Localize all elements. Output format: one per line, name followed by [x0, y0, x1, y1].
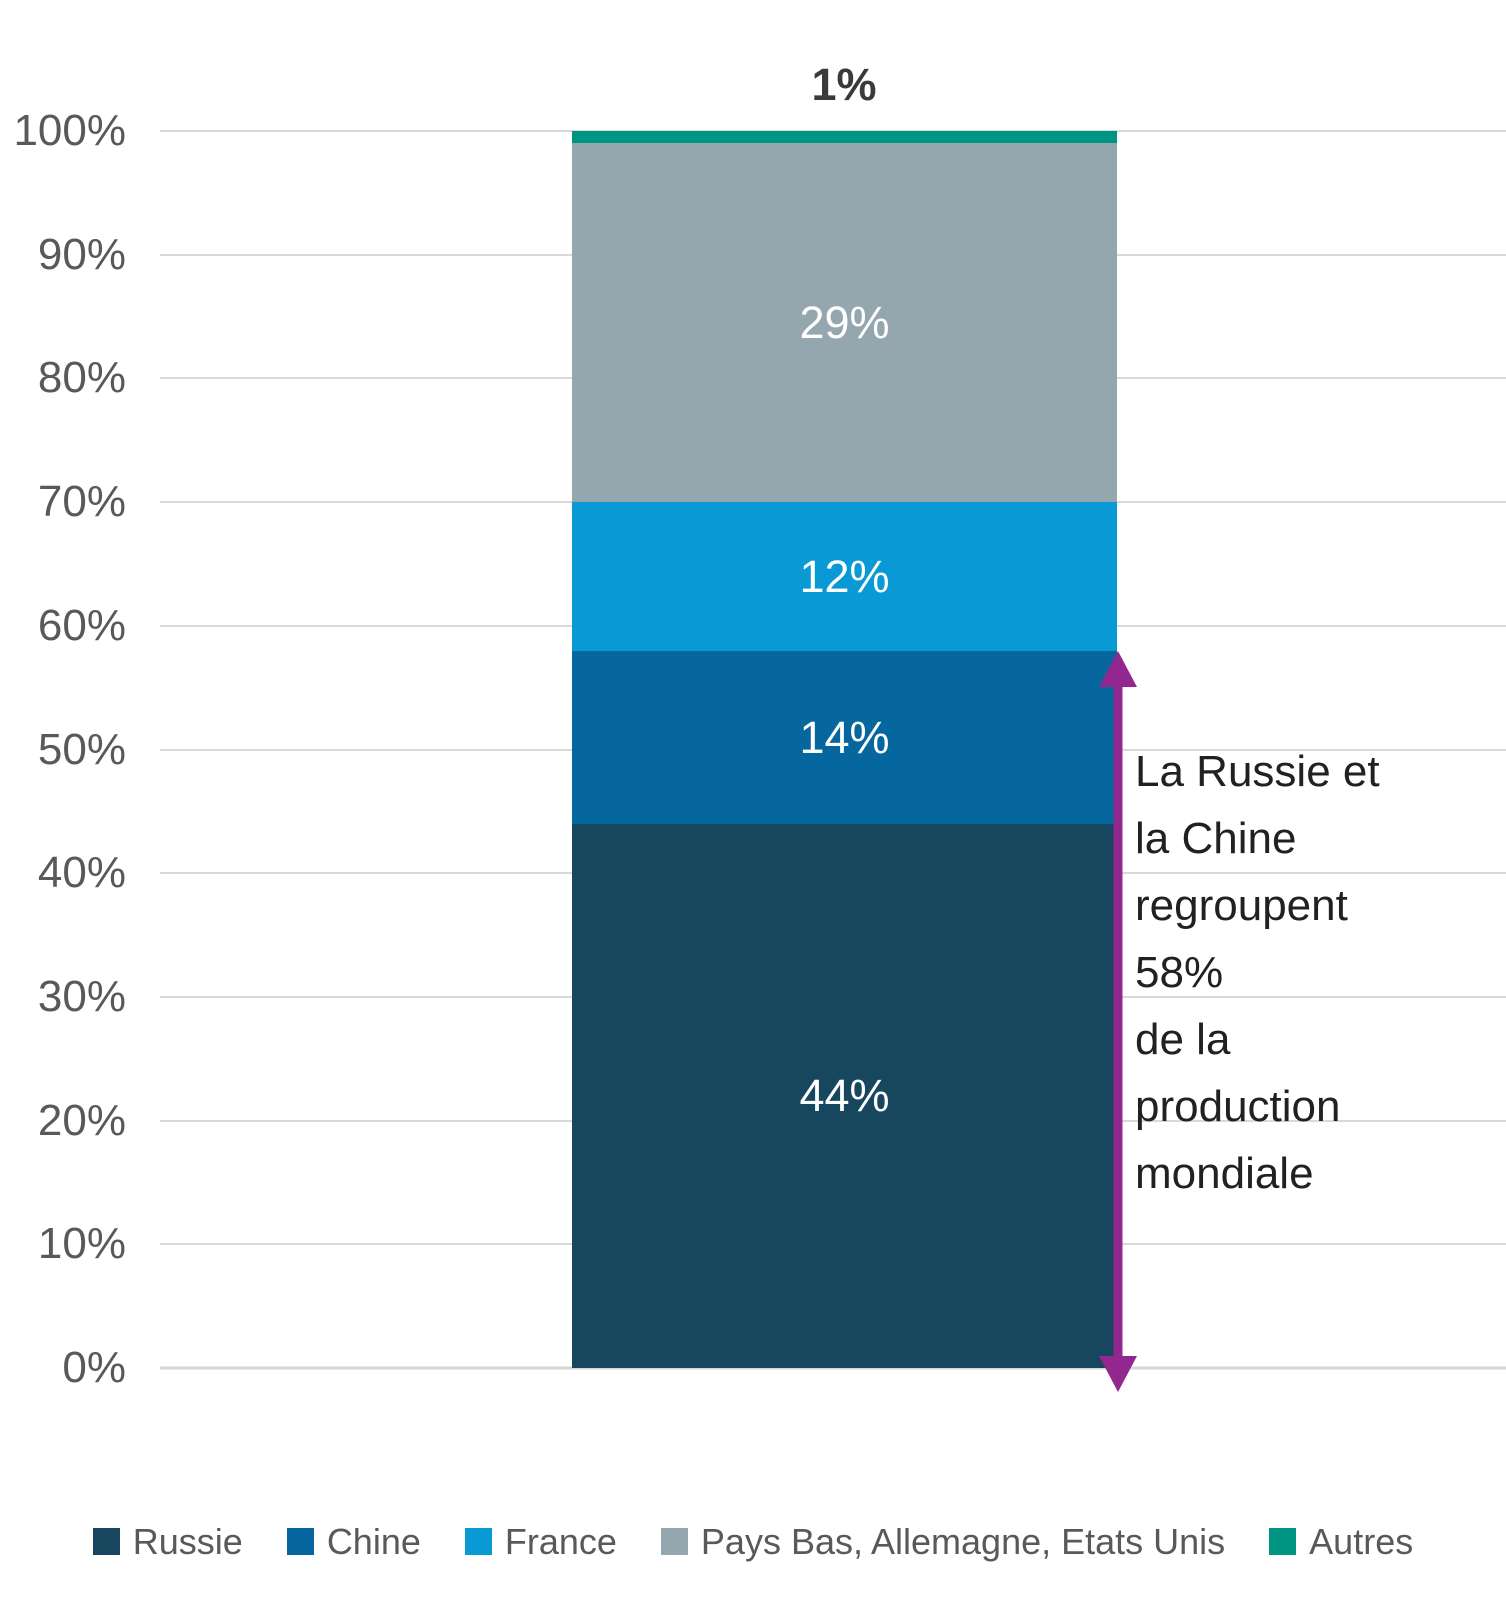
legend-swatch-icon — [660, 1528, 688, 1556]
y-axis: 0% 10% 20% 30% 40% 50% 60% 70% 80% 90% 100% — [0, 106, 126, 1392]
legend-swatch-icon — [92, 1528, 120, 1556]
annotation-text: La Russie et la Chine regroupent 58% de … — [1135, 747, 1380, 1198]
plot-area: 29% 12% 14% 44% 1% La Russie et la Chine re… — [160, 59, 1506, 1392]
legend-label: France — [504, 1521, 617, 1562]
segment-value-label: 44% — [799, 1070, 890, 1122]
legend-item-france: France — [464, 1521, 617, 1562]
legend-item-chine: Chine — [286, 1521, 421, 1562]
legend-item-autres: Autres — [1269, 1522, 1413, 1562]
gridline — [160, 1366, 1506, 1370]
bar-segment-france: 12% — [572, 502, 1117, 651]
legend-item-russie: Russie — [92, 1521, 243, 1562]
legend-label: Pays Bas, Allemagne, Etats Unis — [700, 1521, 1226, 1562]
y-axis-tick-label: 20% — [37, 1095, 126, 1145]
bar-segment-autres — [572, 131, 1117, 144]
annotation-arrow — [1099, 650, 1137, 1392]
y-axis-tick-label: 10% — [37, 1219, 126, 1269]
bar-segment-chine: 14% — [572, 650, 1117, 824]
legend-swatch-icon — [464, 1528, 492, 1556]
legend-swatch-icon — [286, 1528, 314, 1556]
arrow-shaft — [1113, 678, 1123, 1364]
arrow-down-icon — [1099, 1355, 1137, 1392]
legend-label: Autres — [1309, 1521, 1414, 1562]
y-axis-tick-label: 90% — [37, 229, 126, 279]
segment-value-label: 12% — [799, 550, 890, 602]
stacked-bar: 29% 12% 14% 44% — [572, 131, 1117, 1368]
bar-segment-russie: 44% — [572, 823, 1117, 1368]
segment-value-label: 14% — [799, 711, 890, 763]
y-axis-tick-label: 60% — [37, 600, 126, 650]
legend: Russie Chine France Pays Bas, Allemagne, Et… — [0, 1522, 1506, 1562]
segment-value-label: 29% — [799, 297, 890, 349]
legend-label: Russie — [132, 1521, 243, 1562]
y-axis-tick-label: 80% — [37, 353, 126, 403]
legend-label: Chine — [326, 1521, 421, 1562]
y-axis-tick-label: 70% — [37, 477, 126, 527]
y-axis-tick-label: 100% — [13, 106, 126, 155]
segment-value-label-above: 1% — [811, 59, 877, 110]
y-axis-tick-label: 50% — [37, 724, 126, 774]
bar-segment-pays-bas-allemagne-etats-unis: 29% — [572, 143, 1117, 503]
legend-swatch-icon — [1269, 1528, 1297, 1556]
y-axis-tick-label: 40% — [37, 848, 126, 898]
y-axis-tick-label: 30% — [37, 971, 126, 1021]
legend-item-pays-bas-allemagne-etats-unis: Pays Bas, Allemagne, Etats Unis — [660, 1521, 1226, 1562]
y-axis-tick-label: 0% — [62, 1343, 126, 1392]
